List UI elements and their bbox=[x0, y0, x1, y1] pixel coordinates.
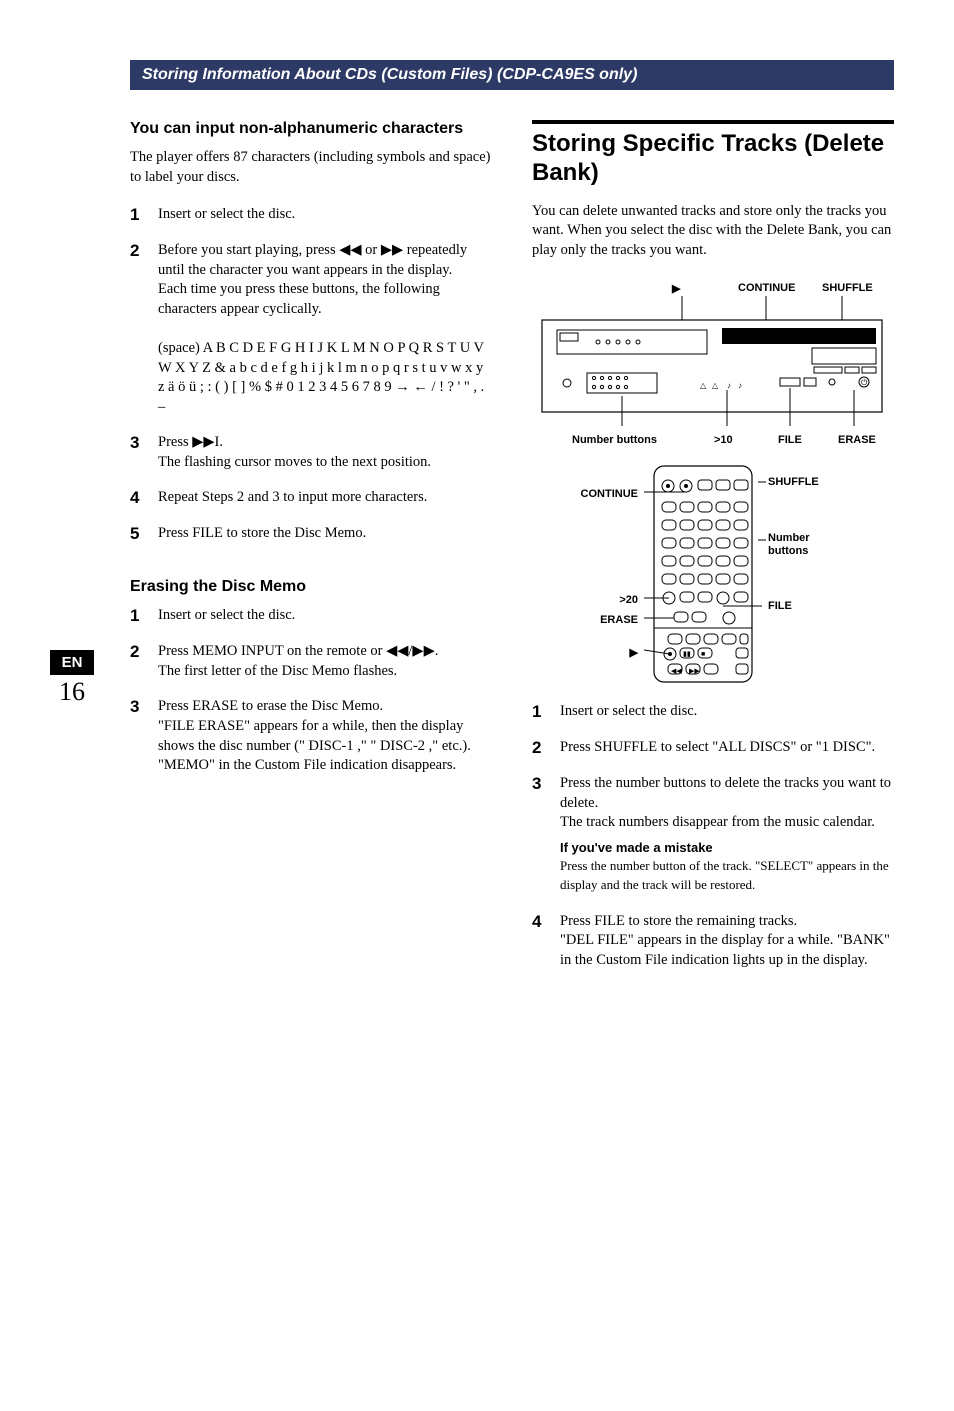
delete-bank-heading: Storing Specific Tracks (Delete Bank) bbox=[532, 120, 894, 188]
step-line: "DEL FILE" appears in the display for a … bbox=[560, 932, 890, 968]
lang-badge: EN bbox=[50, 650, 94, 675]
page-tab: EN 16 bbox=[50, 650, 94, 707]
step-line: Press MEMO INPUT on the remote or ◀◀/▶▶. bbox=[158, 643, 438, 659]
svg-text:◀◀: ◀◀ bbox=[671, 667, 682, 675]
shuffle-label: SHUFFLE bbox=[822, 282, 873, 294]
nonalpha-steps: Insert or select the disc. Before you st… bbox=[130, 205, 492, 544]
step-line: Press FILE to store the remaining tracks… bbox=[560, 913, 797, 929]
erase-title: Erasing the Disc Memo bbox=[130, 578, 492, 596]
step-line: Each time you press these buttons, the f… bbox=[158, 281, 440, 317]
number-buttons-label: Number buttons bbox=[572, 434, 657, 446]
svg-text:▶▶: ▶▶ bbox=[689, 667, 700, 675]
step-text: Repeat Steps 2 and 3 to input more chara… bbox=[158, 488, 427, 508]
right-column: Storing Specific Tracks (Delete Bank) Yo… bbox=[532, 120, 894, 986]
remote-file-label: FILE bbox=[768, 600, 792, 612]
step-line: Before you start playing, press ◀◀ or ▶▶… bbox=[158, 242, 467, 278]
svg-text:⏻: ⏻ bbox=[861, 378, 868, 387]
step-line: The track numbers disappear from the mus… bbox=[560, 814, 875, 830]
delete-bank-intro: You can delete unwanted tracks and store… bbox=[532, 202, 894, 261]
erase-steps: Insert or select the disc. Press MEMO IN… bbox=[130, 606, 492, 775]
step-text: Insert or select the disc. bbox=[158, 606, 295, 626]
left-column: You can input non-alphanumeric character… bbox=[130, 120, 492, 986]
step-line: The flashing cursor moves to the next po… bbox=[158, 454, 431, 470]
nonalpha-title: You can input non-alphanumeric character… bbox=[130, 120, 492, 138]
svg-text:♪: ♪ bbox=[727, 381, 731, 390]
svg-text:△: △ bbox=[712, 381, 719, 390]
erase-label: ERASE bbox=[838, 434, 876, 446]
svg-text:△: △ bbox=[700, 381, 707, 390]
remote-numbtn-label: Number buttons bbox=[768, 532, 852, 558]
step-line: The first letter of the Disc Memo flashe… bbox=[158, 663, 397, 679]
step-text: Press ▶▶I. The flashing cursor moves to … bbox=[158, 433, 431, 472]
remote-shuffle-label: SHUFFLE bbox=[768, 476, 819, 488]
mistake-subhead: If you've made a mistake bbox=[560, 839, 894, 857]
remote-erase-label: ERASE bbox=[600, 614, 638, 626]
step-line: "FILE ERASE" appears for a while, then t… bbox=[158, 718, 471, 773]
step-text: Insert or select the disc. bbox=[560, 702, 697, 722]
chapter-header: Storing Information About CDs (Custom Fi… bbox=[130, 60, 894, 90]
step-text: Press FILE to store the remaining tracks… bbox=[560, 912, 894, 971]
file-label: FILE bbox=[778, 434, 802, 446]
svg-text:■: ■ bbox=[701, 650, 705, 658]
step-text: Press SHUFFLE to select "ALL DISCS" or "… bbox=[560, 738, 875, 758]
svg-text:▮▮: ▮▮ bbox=[683, 650, 691, 658]
step-line: Press the number buttons to delete the t… bbox=[560, 775, 891, 811]
remote-gt20-label: >20 bbox=[619, 594, 638, 606]
continue-label: CONTINUE bbox=[738, 282, 795, 294]
step-text: Press ERASE to erase the Disc Memo. "FIL… bbox=[158, 697, 492, 775]
svg-text:♪: ♪ bbox=[738, 381, 742, 390]
step-text: Press FILE to store the Disc Memo. bbox=[158, 524, 366, 544]
step-text: Before you start playing, press ◀◀ or ▶▶… bbox=[158, 241, 492, 417]
player-diagram: △ △ ♪ ♪ ⏻ bbox=[532, 278, 892, 448]
remote-continue-label: CONTINUE bbox=[581, 488, 638, 500]
remote-play-label: ▶ bbox=[630, 646, 638, 659]
page-number: 16 bbox=[50, 677, 94, 707]
step-text: Insert or select the disc. bbox=[158, 205, 295, 225]
step-line: Press ▶▶I. bbox=[158, 434, 223, 450]
step-text: Press MEMO INPUT on the remote or ◀◀/▶▶.… bbox=[158, 642, 438, 681]
gt10-label: >10 bbox=[714, 434, 733, 446]
play-icon-label: ▶ bbox=[672, 282, 680, 295]
step-line: Press ERASE to erase the Disc Memo. bbox=[158, 698, 383, 714]
mistake-subbody: Press the number button of the track. "S… bbox=[560, 858, 889, 893]
nonalpha-intro: The player offers 87 characters (includi… bbox=[130, 148, 492, 187]
remote-diagram: ◀◀ ▶▶ ▮▮ ■ bbox=[644, 462, 762, 686]
char-list: (space) A B C D E F G H I J K L M N O P … bbox=[158, 340, 484, 415]
delete-bank-steps: Insert or select the disc. Press SHUFFLE… bbox=[532, 702, 894, 970]
step-text: Press the number buttons to delete the t… bbox=[560, 774, 894, 895]
